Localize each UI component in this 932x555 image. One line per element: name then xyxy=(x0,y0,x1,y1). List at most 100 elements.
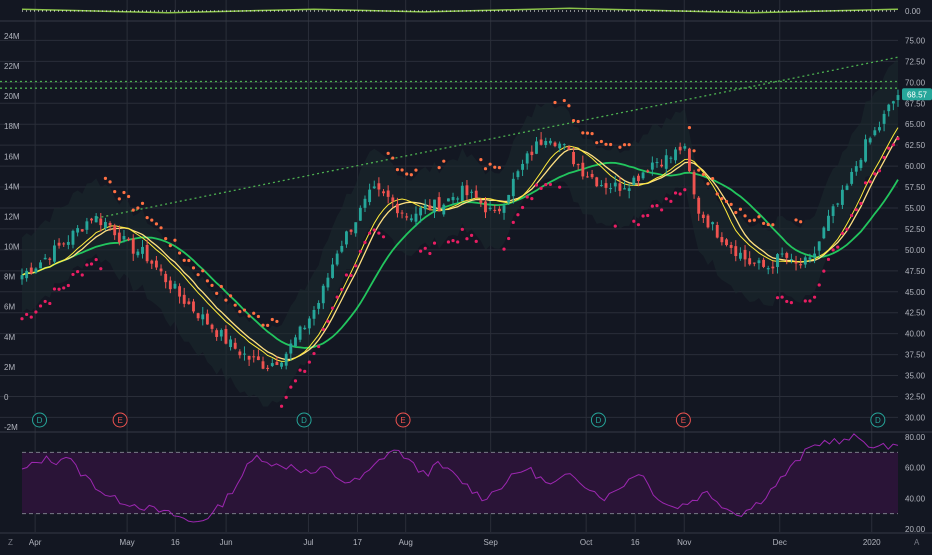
candle-body[interactable] xyxy=(229,339,233,348)
candle-body[interactable] xyxy=(669,157,673,159)
candle-body[interactable] xyxy=(34,268,38,273)
candle-body[interactable] xyxy=(650,162,654,170)
candle-body[interactable] xyxy=(692,171,696,195)
candle-body[interactable] xyxy=(738,252,742,259)
candle-body[interactable] xyxy=(581,162,585,177)
candle-body[interactable] xyxy=(20,275,24,280)
candle-body[interactable] xyxy=(196,313,200,319)
candle-body[interactable] xyxy=(331,264,334,278)
earnings-marker[interactable] xyxy=(395,412,411,428)
candle-body[interactable] xyxy=(558,143,562,149)
candle-body[interactable] xyxy=(785,253,789,258)
dividend-marker[interactable] xyxy=(296,412,312,428)
candle-body[interactable] xyxy=(599,185,603,187)
candle-body[interactable] xyxy=(484,201,487,213)
candle-body[interactable] xyxy=(817,241,821,251)
candle-body[interactable] xyxy=(113,225,117,236)
dividend-marker[interactable] xyxy=(870,412,886,428)
candle-body[interactable] xyxy=(270,363,274,366)
candle-body[interactable] xyxy=(419,207,423,216)
candle-body[interactable] xyxy=(43,257,47,260)
candle-body[interactable] xyxy=(307,318,311,329)
candle-body[interactable] xyxy=(108,222,112,226)
candle-body[interactable] xyxy=(266,367,270,369)
candle-body[interactable] xyxy=(94,216,98,223)
candle-body[interactable] xyxy=(192,301,195,312)
candle-body[interactable] xyxy=(544,141,548,145)
candle-body[interactable] xyxy=(840,189,844,205)
candle-body[interactable] xyxy=(535,141,538,154)
candle-body[interactable] xyxy=(433,199,436,213)
candle-body[interactable] xyxy=(298,326,302,340)
candle-body[interactable] xyxy=(827,215,830,231)
candle-body[interactable] xyxy=(224,328,228,344)
candle-body[interactable] xyxy=(71,230,75,245)
candle-body[interactable] xyxy=(168,280,172,290)
candle-body[interactable] xyxy=(836,203,840,205)
candle-body[interactable] xyxy=(423,204,427,210)
candle-body[interactable] xyxy=(678,146,682,151)
candle-body[interactable] xyxy=(683,146,687,149)
candle-body[interactable] xyxy=(29,267,33,274)
candle-body[interactable] xyxy=(405,216,409,218)
candle-body[interactable] xyxy=(136,251,140,256)
candle-body[interactable] xyxy=(734,246,738,257)
dividend-marker[interactable] xyxy=(32,412,48,428)
candle-body[interactable] xyxy=(233,342,237,349)
candle-body[interactable] xyxy=(868,138,872,143)
candle-body[interactable] xyxy=(562,144,566,146)
candle-body[interactable] xyxy=(474,190,478,198)
candle-body[interactable] xyxy=(182,294,186,304)
candle-body[interactable] xyxy=(76,228,80,233)
candle-body[interactable] xyxy=(576,164,580,166)
candle-body[interactable] xyxy=(48,258,52,260)
candle-body[interactable] xyxy=(711,222,715,225)
rsi-panel[interactable] xyxy=(21,433,899,523)
candle-body[interactable] xyxy=(891,101,895,104)
candle-body[interactable] xyxy=(507,194,511,203)
candle-body[interactable] xyxy=(646,170,650,172)
candle-body[interactable] xyxy=(878,127,881,131)
candle-body[interactable] xyxy=(655,162,659,164)
candle-body[interactable] xyxy=(400,212,404,214)
candle-body[interactable] xyxy=(725,239,728,246)
candle-body[interactable] xyxy=(845,185,849,190)
candle-body[interactable] xyxy=(799,264,803,266)
candle-body[interactable] xyxy=(586,176,589,178)
candle-body[interactable] xyxy=(854,166,858,172)
candle-body[interactable] xyxy=(664,155,668,169)
sma-fast-line[interactable] xyxy=(21,127,899,362)
candle-body[interactable] xyxy=(748,258,752,265)
candle-body[interactable] xyxy=(442,204,446,215)
candle-body[interactable] xyxy=(516,171,520,178)
candle-body[interactable] xyxy=(261,361,265,369)
candle-body[interactable] xyxy=(386,190,390,197)
candle-body[interactable] xyxy=(122,236,126,240)
candle-body[interactable] xyxy=(887,104,891,112)
candle-body[interactable] xyxy=(590,173,594,178)
candle-body[interactable] xyxy=(539,139,543,145)
candle-body[interactable] xyxy=(368,189,372,203)
candle-body[interactable] xyxy=(618,183,622,191)
candle-body[interactable] xyxy=(317,302,321,309)
candle-body[interactable] xyxy=(164,273,168,283)
sma-slow-line[interactable] xyxy=(21,135,899,361)
candle-body[interactable] xyxy=(201,314,205,320)
candle-body[interactable] xyxy=(530,151,534,156)
candle-body[interactable] xyxy=(766,268,770,270)
candle-body[interactable] xyxy=(80,229,84,232)
candle-body[interactable] xyxy=(62,243,66,245)
candle-body[interactable] xyxy=(451,197,455,201)
candle-body[interactable] xyxy=(637,175,640,182)
candle-body[interactable] xyxy=(372,186,376,189)
candle-body[interactable] xyxy=(548,140,552,144)
candle-body[interactable] xyxy=(414,213,418,222)
candle-body[interactable] xyxy=(521,163,525,170)
candle-body[interactable] xyxy=(641,172,645,179)
candle-body[interactable] xyxy=(289,343,293,354)
candle-body[interactable] xyxy=(294,337,297,347)
candle-body[interactable] xyxy=(715,224,719,238)
candle-body[interactable] xyxy=(674,149,677,161)
candle-body[interactable] xyxy=(572,152,575,165)
